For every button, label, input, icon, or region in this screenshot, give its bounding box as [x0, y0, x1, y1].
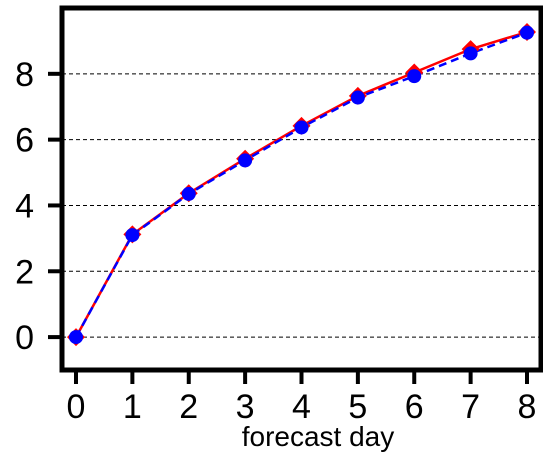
series-1-line: [74, 30, 528, 338]
series-2-point: [125, 228, 140, 243]
x-tick-label: 7: [461, 388, 480, 426]
series-2-point: [181, 186, 196, 201]
y-tick-labels: 0 2 4 6 8: [15, 56, 34, 357]
x-tick-label: 8: [518, 388, 537, 426]
x-tick-label: 5: [348, 388, 367, 426]
series-layer: [67, 23, 536, 347]
y-tick-label: 0: [15, 319, 34, 357]
x-tick-label: 3: [236, 388, 255, 426]
series-2-point: [350, 90, 365, 105]
y-tick-label: 6: [15, 122, 34, 160]
x-axis-label: forecast day: [242, 421, 395, 452]
y-tick-label: 8: [15, 56, 34, 94]
series-2-point: [238, 153, 253, 168]
series-2-line: [74, 31, 528, 338]
axis-ticks: [48, 71, 529, 384]
x-tick-label: 2: [179, 388, 198, 426]
gridlines: [62, 73, 541, 338]
x-tick-label: 0: [67, 388, 86, 426]
x-tick-label: 4: [292, 388, 311, 426]
series-2-point: [520, 25, 534, 40]
y-tick-label: 4: [15, 187, 34, 225]
x-tick-label: 6: [405, 388, 424, 426]
series-2-point: [463, 46, 478, 61]
series-2-point: [407, 69, 422, 84]
plot-frame: [59, 5, 543, 373]
x-tick-label: 1: [123, 388, 142, 426]
series-2-point: [294, 120, 309, 135]
y-tick-label: 2: [15, 253, 34, 291]
series-2-point: [69, 330, 83, 345]
